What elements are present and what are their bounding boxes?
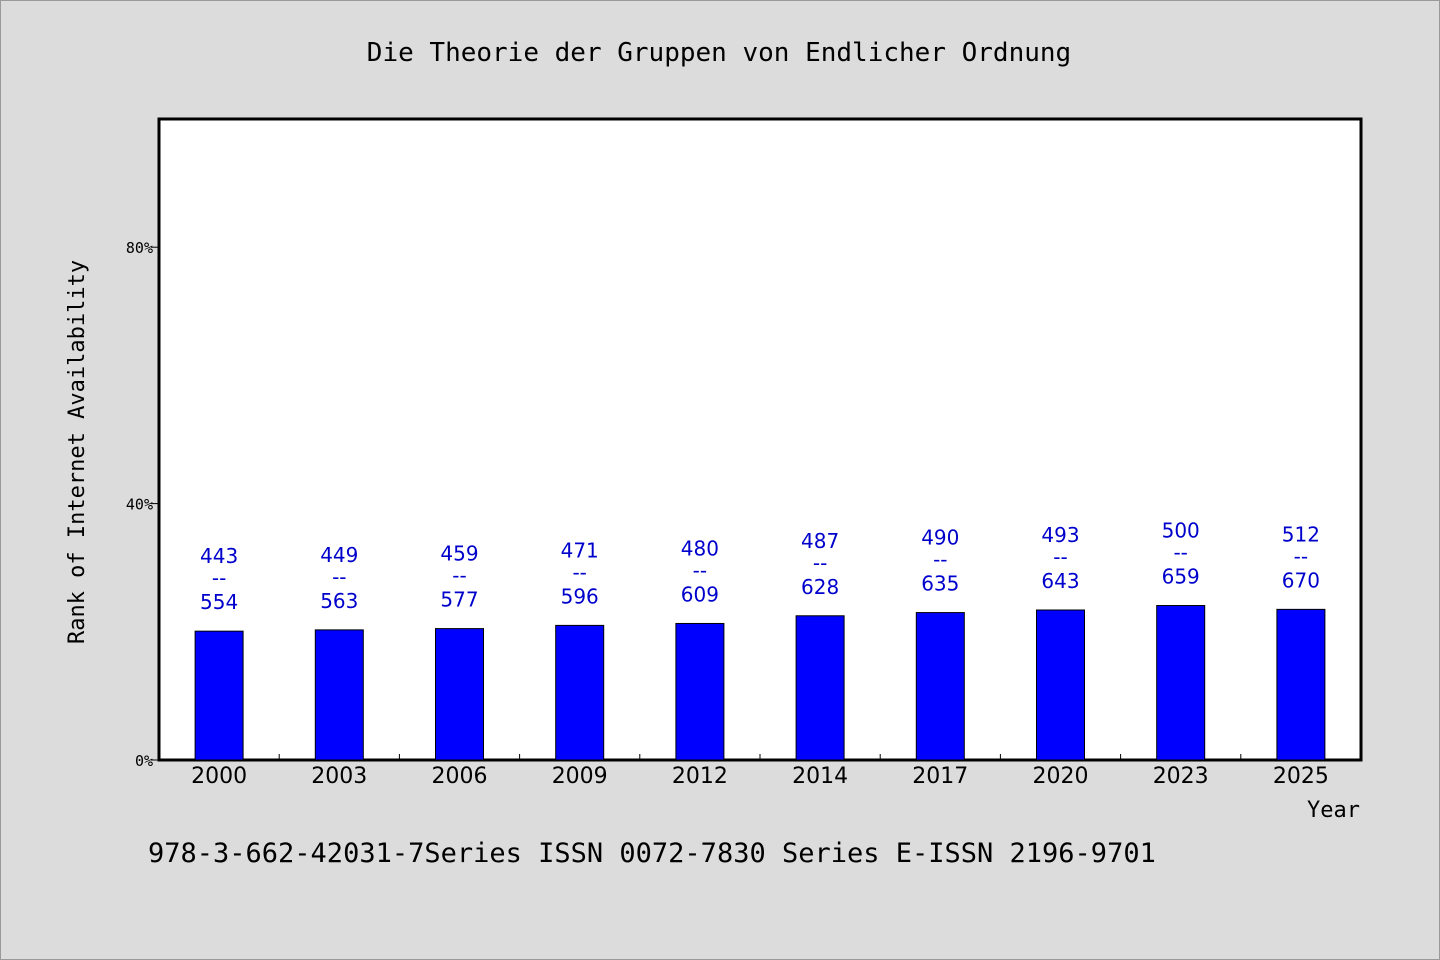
x-tick-label-2020: 2020 [1033, 764, 1089, 789]
data-label-sep-2000: -- [212, 566, 226, 590]
y-tick-label-0: 0% [135, 752, 153, 770]
y-axis-ticks: 0% 40% 80% [126, 239, 159, 770]
bar-2025 [1276, 608, 1326, 761]
data-label-bottom-2017: 635 [921, 572, 959, 596]
data-label-top-2023: 500 [1162, 519, 1200, 543]
x-tick-label-2000: 2000 [191, 764, 247, 789]
data-label-bottom-2023: 659 [1162, 565, 1200, 589]
data-label-bottom-2020: 643 [1041, 569, 1079, 593]
data-label-bottom-2003: 563 [320, 589, 358, 613]
y-axis-label: Rank of Internet Availability [65, 260, 90, 644]
data-label-sep-2023: -- [1173, 541, 1187, 565]
data-label-top-2006: 459 [440, 542, 478, 566]
bars [194, 605, 1326, 761]
data-labels: 443--554449--563459--577471--596480--609… [200, 519, 1320, 615]
x-axis-ticks: 2000 2003 2006 2009 2012 2014 2017 2020 2023 2025 [191, 754, 1329, 789]
bar-2020 [1036, 609, 1085, 761]
x-tick-label-2023: 2023 [1153, 764, 1209, 789]
data-label-top-2017: 490 [921, 526, 959, 550]
y-tick-label-80: 80% [126, 239, 153, 257]
data-label-sep-2020: -- [1053, 545, 1067, 569]
data-label-sep-2006: -- [452, 564, 466, 588]
bar-2023 [1156, 605, 1206, 761]
data-label-sep-2014: -- [813, 551, 827, 575]
data-label-sep-2012: -- [693, 558, 707, 582]
bar-2006 [435, 628, 484, 761]
bar-2012 [675, 622, 725, 761]
x-tick-label-2025: 2025 [1273, 764, 1329, 789]
data-label-bottom-2009: 596 [561, 584, 599, 608]
x-tick-label-2003: 2003 [311, 764, 367, 789]
data-label-sep-2003: -- [332, 565, 346, 589]
data-label-top-2014: 487 [801, 529, 839, 553]
data-label-bottom-2006: 577 [440, 588, 478, 612]
data-label-sep-2017: -- [933, 548, 947, 572]
data-label-top-2012: 480 [681, 536, 719, 560]
bar-2017 [915, 612, 965, 761]
data-label-top-2025: 512 [1282, 522, 1320, 546]
bar-2009 [555, 624, 605, 761]
x-tick-label-2009: 2009 [552, 764, 608, 789]
bar-2003 [314, 629, 364, 761]
footer-isbn-text: 978-3-662-42031-7Series ISSN 0072-7830 S… [148, 838, 1156, 869]
data-label-sep-2009: -- [572, 560, 586, 584]
data-label-bottom-2025: 670 [1282, 568, 1320, 592]
data-label-sep-2025: -- [1294, 544, 1308, 568]
data-label-top-2003: 449 [320, 543, 358, 567]
data-label-bottom-2000: 554 [200, 590, 238, 614]
x-tick-label-2017: 2017 [912, 764, 968, 789]
bar-2014 [795, 615, 845, 761]
bar-2000 [194, 630, 244, 761]
data-label-bottom-2012: 609 [681, 582, 719, 606]
data-label-top-2009: 471 [561, 538, 599, 562]
x-tick-label-2006: 2006 [432, 764, 488, 789]
data-label-top-2000: 443 [200, 544, 238, 568]
x-tick-label-2012: 2012 [672, 764, 728, 789]
data-label-bottom-2014: 628 [801, 575, 839, 599]
chart-title: Die Theorie der Gruppen von Endlicher Or… [367, 38, 1071, 68]
y-tick-label-40: 40% [126, 496, 153, 514]
data-label-top-2020: 493 [1041, 523, 1079, 547]
x-axis-label: Year [1307, 798, 1360, 823]
x-tick-label-2014: 2014 [792, 764, 848, 789]
